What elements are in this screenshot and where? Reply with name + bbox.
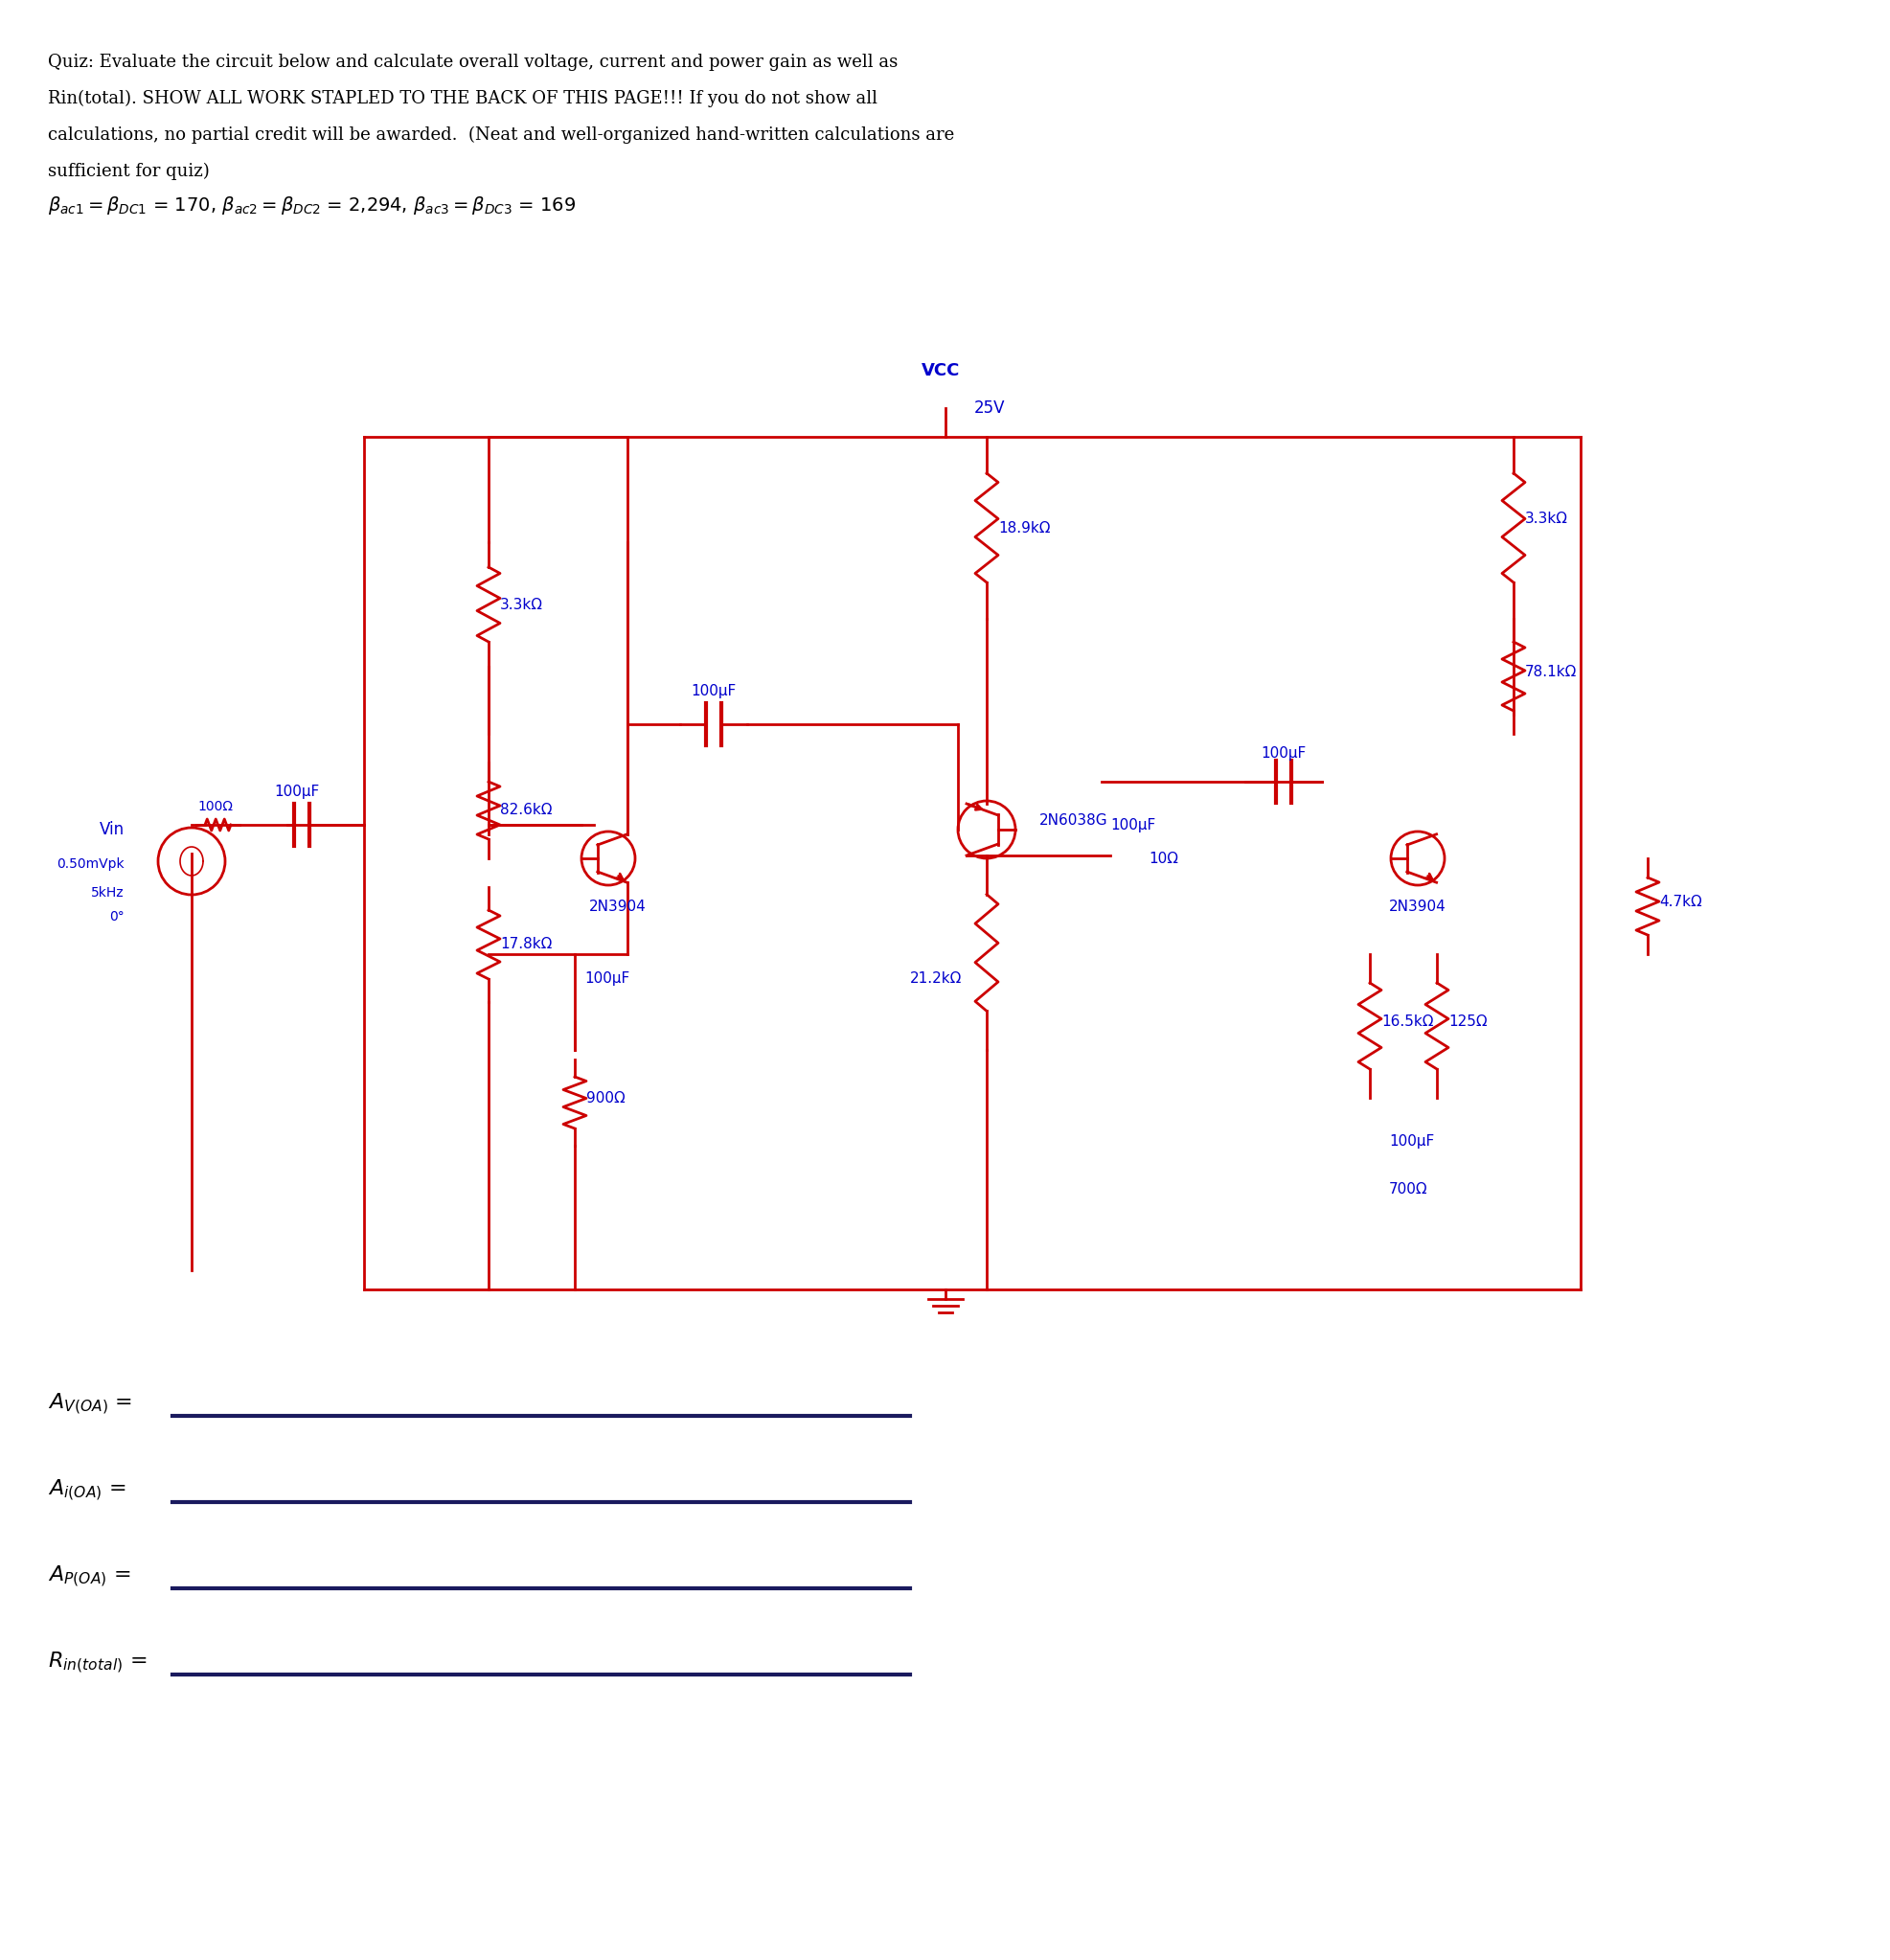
Text: 2N6038G: 2N6038G bbox=[1040, 813, 1108, 827]
Text: Vin: Vin bbox=[100, 821, 125, 839]
Text: 100μF: 100μF bbox=[274, 784, 319, 800]
Text: 18.9kΩ: 18.9kΩ bbox=[998, 521, 1049, 535]
Text: calculations, no partial credit will be awarded.  (Neat and well-organized hand-: calculations, no partial credit will be … bbox=[47, 127, 954, 143]
Text: Rin(total). SHOW ALL WORK STAPLED TO THE BACK OF THIS PAGE!!! If you do not show: Rin(total). SHOW ALL WORK STAPLED TO THE… bbox=[47, 90, 877, 108]
Text: 700Ω: 700Ω bbox=[1389, 1182, 1427, 1196]
Text: 16.5kΩ: 16.5kΩ bbox=[1380, 1015, 1433, 1029]
Text: 82.6kΩ: 82.6kΩ bbox=[499, 804, 552, 817]
Text: 17.8kΩ: 17.8kΩ bbox=[499, 937, 552, 953]
Text: 21.2kΩ: 21.2kΩ bbox=[909, 972, 962, 986]
Text: 5kHz: 5kHz bbox=[91, 886, 125, 900]
Text: 3.3kΩ: 3.3kΩ bbox=[1523, 512, 1567, 525]
Text: 2N3904: 2N3904 bbox=[590, 900, 646, 913]
Text: 125Ω: 125Ω bbox=[1448, 1015, 1487, 1029]
Text: 2N3904: 2N3904 bbox=[1389, 900, 1446, 913]
Text: $A_{P(OA)}$ =: $A_{P(OA)}$ = bbox=[47, 1564, 130, 1590]
Text: 25V: 25V bbox=[973, 400, 1005, 417]
Text: 100μF: 100μF bbox=[690, 684, 735, 698]
Text: 100Ω: 100Ω bbox=[198, 800, 232, 813]
Text: 100μF: 100μF bbox=[1389, 1135, 1433, 1149]
Text: 0.50mVpk: 0.50mVpk bbox=[57, 857, 125, 870]
Text: Quiz: Evaluate the circuit below and calculate overall voltage, current and powe: Quiz: Evaluate the circuit below and cal… bbox=[47, 53, 898, 71]
Text: $R_{in(total)}$ =: $R_{in(total)}$ = bbox=[47, 1650, 147, 1676]
Text: sufficient for quiz): sufficient for quiz) bbox=[47, 163, 210, 180]
Text: 100μF: 100μF bbox=[1261, 747, 1306, 760]
Text: $A_{V(OA)}$ =: $A_{V(OA)}$ = bbox=[47, 1392, 132, 1417]
Text: 10Ω: 10Ω bbox=[1147, 853, 1177, 866]
Text: 3.3kΩ: 3.3kΩ bbox=[499, 598, 542, 612]
Text: 100μF: 100μF bbox=[1109, 817, 1155, 833]
Text: 0°: 0° bbox=[110, 909, 125, 923]
Text: 4.7kΩ: 4.7kΩ bbox=[1658, 896, 1701, 909]
Text: $\beta_{ac1} = \beta_{DC1}$ = 170, $\beta_{ac2} = \beta_{DC2}$ = 2,294, $\beta_{: $\beta_{ac1} = \beta_{DC1}$ = 170, $\bet… bbox=[47, 194, 576, 216]
Text: 900Ω: 900Ω bbox=[586, 1092, 626, 1105]
Text: 100μF: 100μF bbox=[584, 972, 629, 986]
Text: $A_{i(OA)}$ =: $A_{i(OA)}$ = bbox=[47, 1478, 127, 1503]
Text: VCC: VCC bbox=[920, 363, 960, 380]
Text: 78.1kΩ: 78.1kΩ bbox=[1523, 664, 1576, 680]
